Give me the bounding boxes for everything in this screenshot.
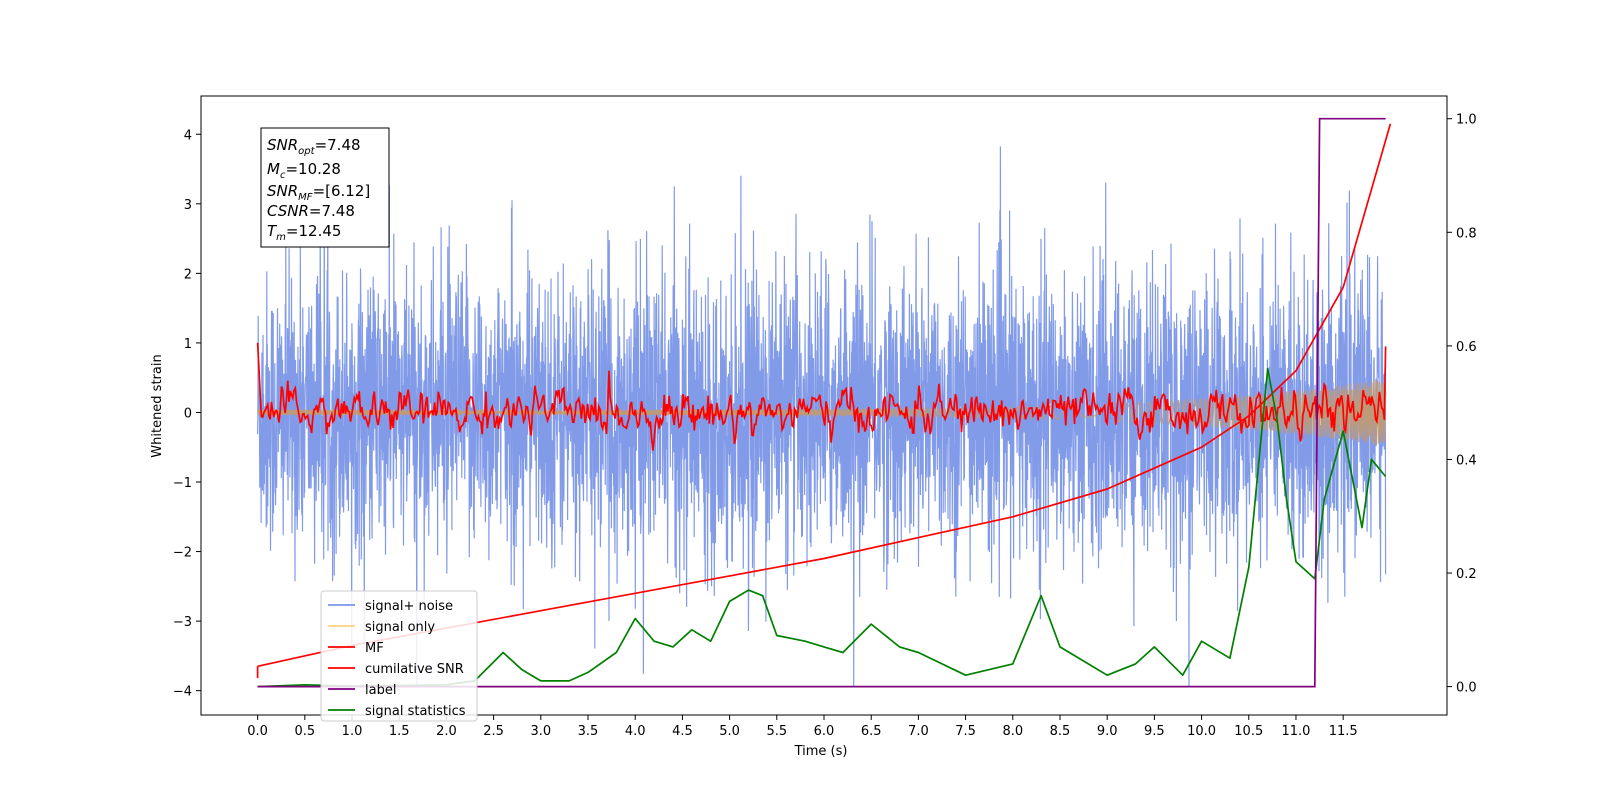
x-tick-label: 3.0 [530,724,551,739]
x-tick-label: 10.5 [1234,724,1263,739]
series-mf [256,342,1387,451]
x-tick-label: 2.5 [483,724,504,739]
x-tick-label: 0.0 [247,724,268,739]
y-left-tick-label: 2 [184,267,192,282]
annotation-mc: Mc=10.28 [267,160,341,181]
y-left-tick-label: 4 [184,128,192,143]
x-axis-label: Time (s) [794,744,848,759]
legend-label: cumilative SNR [365,662,464,677]
y-axis-right-ticks: 1.0 0.8 0.6 0.4 0.2 0.0 [1447,113,1477,696]
annotation-csnr: CSNR=7.48 [267,202,355,220]
legend-label: signal statistics [365,704,466,719]
x-tick-label: 9.5 [1144,724,1165,739]
x-tick-label: 8.5 [1050,724,1071,739]
x-tick-label: 7.0 [908,724,929,739]
x-tick-label: 1.5 [389,724,410,739]
annotation-snr-opt: SNRopt=7.48 [267,136,361,157]
y-right-tick-label: 0.8 [1456,226,1477,241]
x-tick-label: 11.0 [1281,724,1310,739]
x-tick-label: 6.5 [861,724,882,739]
y-right-tick-label: 1.0 [1456,113,1477,128]
legend-label: signal+ noise [365,599,453,614]
y-right-tick-label: 0.0 [1456,681,1477,696]
y-left-tick-label: −3 [173,615,192,630]
x-tick-label: 6.0 [814,724,835,739]
annotation-tm: Tm=12.45 [267,222,341,243]
x-axis-ticks: 0.0 0.5 1.0 1.5 2.0 2.5 3.0 3.5 4.0 4.5 5.0 5.5 6.0 6… [247,715,1358,739]
x-tick-label: 10.0 [1187,724,1216,739]
x-tick-label: 2.0 [436,724,457,739]
x-tick-label: 5.5 [766,724,787,739]
y-left-tick-label: −1 [173,476,192,491]
series-label [257,117,1386,688]
y-right-tick-label: 0.6 [1456,340,1477,355]
y-left-tick-label: 0 [184,406,192,421]
y-left-tick-label: 1 [184,337,192,352]
y-right-tick-label: 0.2 [1456,567,1477,582]
legend-label: signal only [365,620,435,635]
plot-area [256,117,1392,688]
legend-label: MF [365,641,384,656]
x-tick-label: 11.5 [1329,724,1358,739]
series-signal-statistics [257,367,1387,688]
x-tick-label: 0.5 [294,724,315,739]
y-axis-left-ticks: 4 3 2 1 0 −1 −2 −3 −4 [173,128,201,700]
y-left-tick-label: 3 [184,198,192,213]
y-right-tick-label: 0.4 [1456,453,1477,468]
annotation-frame [260,127,390,248]
annotation-box: SNRopt=7.48 Mc=10.28 SNRMF=[6.12] CSNR=7… [260,127,390,248]
annotation-snr-mf: SNRMF=[6.12] [267,182,370,203]
x-tick-label: 7.5 [955,724,976,739]
signal-statistics-line [257,367,1387,688]
cumilative-snr-line [257,123,1392,668]
x-tick-label: 3.5 [578,724,599,739]
legend-label: label [365,683,396,698]
y-axis-label: Whitened strain [150,354,165,457]
x-tick-label: 4.5 [672,724,693,739]
y-left-tick-label: −4 [173,685,192,700]
x-tick-label: 8.0 [1002,724,1023,739]
legend-frame [320,590,478,722]
y-left-tick-label: −2 [173,546,192,561]
series-signal-noise [257,146,1387,688]
x-tick-label: 4.0 [625,724,646,739]
mf-line [256,342,1387,451]
legend: signal+ noise signal only MF cumilative SNR… [320,590,478,722]
label-line [257,117,1386,688]
x-tick-label: 1.0 [342,724,363,739]
series-cumilative-snr [256,123,1392,679]
x-tick-label: 9.0 [1097,724,1118,739]
noise-line [257,146,1387,688]
x-tick-label: 5.0 [719,724,740,739]
